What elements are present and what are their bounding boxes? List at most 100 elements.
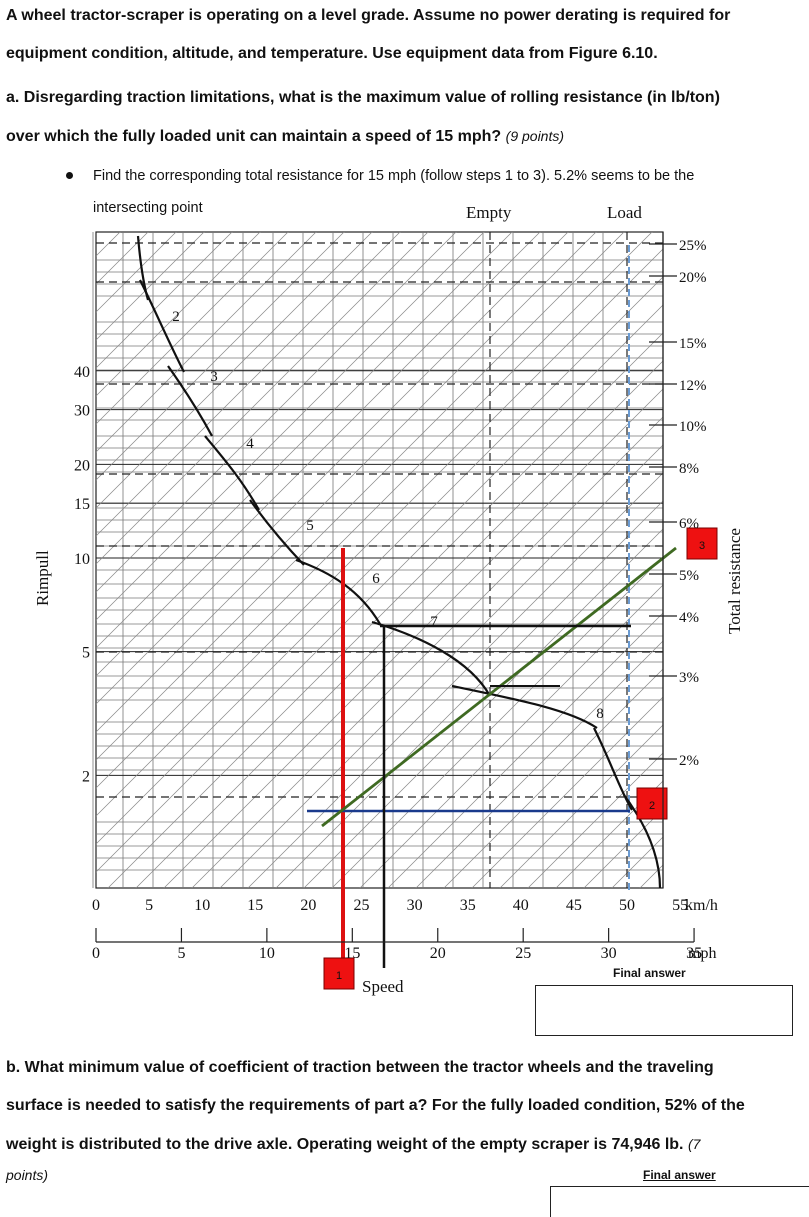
chart-grid bbox=[92, 231, 664, 889]
kmh-tick-label: 45 bbox=[566, 897, 582, 914]
kmh-unit: km/h bbox=[685, 897, 718, 914]
mph-tick-label: 35 bbox=[686, 945, 702, 962]
resistance-tick-label: 6% bbox=[679, 516, 699, 532]
resistance-diagonal bbox=[96, 232, 345, 481]
resistance-diagonal bbox=[415, 640, 663, 888]
hint-line-2: intersecting point bbox=[93, 200, 203, 216]
rimpull-curve-segment bbox=[451, 684, 598, 729]
resistance-diagonal bbox=[96, 232, 485, 621]
rimpull-curve-segment bbox=[593, 727, 633, 811]
resistance-tick-label: 3% bbox=[679, 670, 699, 686]
mph-tick-label: 15 bbox=[344, 945, 360, 962]
question-b-line-2: surface is needed to satisfy the require… bbox=[6, 1097, 745, 1114]
rimpull-curve-segment bbox=[139, 279, 185, 373]
resistance-diagonal bbox=[107, 332, 663, 888]
y-tick-label: 20 bbox=[74, 457, 90, 474]
question-a-line-1: a. Disregarding traction limitations, wh… bbox=[6, 89, 720, 106]
resistance-diagonal bbox=[96, 232, 569, 705]
resistance-diagonal bbox=[443, 668, 663, 888]
speed-title: Speed bbox=[362, 977, 404, 996]
resistance-diagonal bbox=[96, 232, 401, 537]
step-marker bbox=[323, 957, 355, 990]
rimpull-curve-segment bbox=[136, 235, 150, 301]
gear-label: 2 bbox=[172, 309, 180, 325]
gear-label: 5 bbox=[306, 518, 314, 534]
resistance-diagonal bbox=[96, 232, 653, 789]
resistance-diagonal bbox=[96, 232, 317, 453]
resistance-diagonal bbox=[303, 528, 663, 888]
kmh-tick-label: 0 bbox=[92, 897, 100, 914]
resistance-diagonal bbox=[96, 232, 233, 369]
empty-label: Empty bbox=[466, 203, 512, 222]
resistance-diagonal bbox=[96, 232, 457, 593]
kmh-tick-label: 10 bbox=[194, 897, 210, 914]
resistance-diagonal bbox=[0, 195, 136, 888]
resistance-diagonal bbox=[387, 612, 663, 888]
resistance-diagonal bbox=[96, 232, 289, 425]
gear-label: 4 bbox=[246, 436, 254, 452]
kmh-tick-label: 20 bbox=[300, 897, 316, 914]
resistance-diagonal bbox=[0, 195, 80, 888]
question-a-line-2: over which the fully loaded unit can mai… bbox=[6, 128, 502, 145]
resistance-diagonal bbox=[96, 232, 177, 313]
resistance-diagonal bbox=[96, 232, 597, 733]
resistance-diagonal bbox=[555, 780, 663, 888]
intro-line-2: equipment condition, altitude, and tempe… bbox=[6, 45, 658, 62]
resistance-diagonal bbox=[96, 232, 429, 565]
resistance-diagonal bbox=[247, 472, 663, 888]
rimpull-curve-segment bbox=[371, 620, 491, 697]
resistance-diagonal bbox=[163, 388, 663, 888]
gear-label: 6 bbox=[372, 571, 380, 587]
resistance-diagonal bbox=[471, 696, 663, 888]
gear-label: 7 bbox=[430, 614, 438, 630]
resistance-tick-label: 8% bbox=[679, 461, 699, 477]
question-a: a. Disregarding traction limitations, wh… bbox=[6, 79, 803, 156]
resistance-diagonal bbox=[191, 416, 663, 888]
rimpull-curve-segment bbox=[204, 435, 260, 511]
y-tick-label: 40 bbox=[74, 364, 90, 381]
resistance-diagonal bbox=[135, 360, 663, 888]
resistance-diagonal bbox=[96, 304, 663, 873]
y-tick-label: 5 bbox=[82, 645, 90, 662]
step-marker bbox=[636, 787, 668, 820]
question-b: b. What minimum value of coefficient of … bbox=[6, 1049, 803, 1186]
y-tick-label: 30 bbox=[74, 403, 90, 420]
final-answer-label-a: Final answer bbox=[613, 966, 686, 980]
kmh-tick-label: 55 bbox=[672, 897, 688, 914]
y-axis-label: Rimpull bbox=[33, 550, 52, 606]
bullet-dot bbox=[66, 172, 73, 179]
kmh-tick-label: 25 bbox=[354, 897, 370, 914]
gear-label: 8 bbox=[596, 706, 604, 722]
kmh-tick-label: 35 bbox=[460, 897, 476, 914]
mph-tick-label: 0 bbox=[92, 945, 100, 962]
chart-labels: Empty Load Speed km/h mph Final answer R… bbox=[33, 203, 744, 996]
resistance-diagonal bbox=[96, 276, 663, 845]
gear-label: 3 bbox=[210, 369, 218, 385]
load-label: Load bbox=[607, 203, 642, 222]
resistance-tick-label: 4% bbox=[679, 610, 699, 626]
intro-line-1: A wheel tractor-scraper is operating on … bbox=[6, 7, 731, 24]
mph-tick-label: 10 bbox=[259, 945, 275, 962]
resistance-tick-label: 5% bbox=[679, 568, 699, 584]
kmh-tick-label: 5 bbox=[145, 897, 153, 914]
kmh-tick-label: 30 bbox=[407, 897, 423, 914]
kmh-tick-label: 50 bbox=[619, 897, 635, 914]
mph-tick-label: 20 bbox=[430, 945, 446, 962]
resistance-tick-label: 12% bbox=[679, 378, 707, 394]
resistance-diagonal bbox=[96, 232, 373, 509]
answer-box-a[interactable] bbox=[535, 985, 793, 1036]
y-tick-label: 2 bbox=[82, 768, 90, 785]
resistance-diagonal bbox=[359, 584, 663, 888]
y-tick-label: 15 bbox=[74, 496, 90, 513]
resistance-diagonals bbox=[0, 195, 663, 888]
step-marker-label: 3 bbox=[699, 540, 705, 552]
mph-unit: mph bbox=[688, 945, 716, 962]
resistance-diagonal bbox=[96, 232, 513, 649]
step-marker-label: 1 bbox=[336, 970, 342, 982]
rimpull-curve-segment bbox=[623, 794, 662, 889]
dashed-guides bbox=[96, 232, 663, 890]
mph-tick-label: 30 bbox=[601, 945, 617, 962]
resistance-tick-label: 15% bbox=[679, 336, 707, 352]
student-annotations bbox=[307, 527, 718, 990]
resistance-diagonal bbox=[96, 232, 205, 341]
